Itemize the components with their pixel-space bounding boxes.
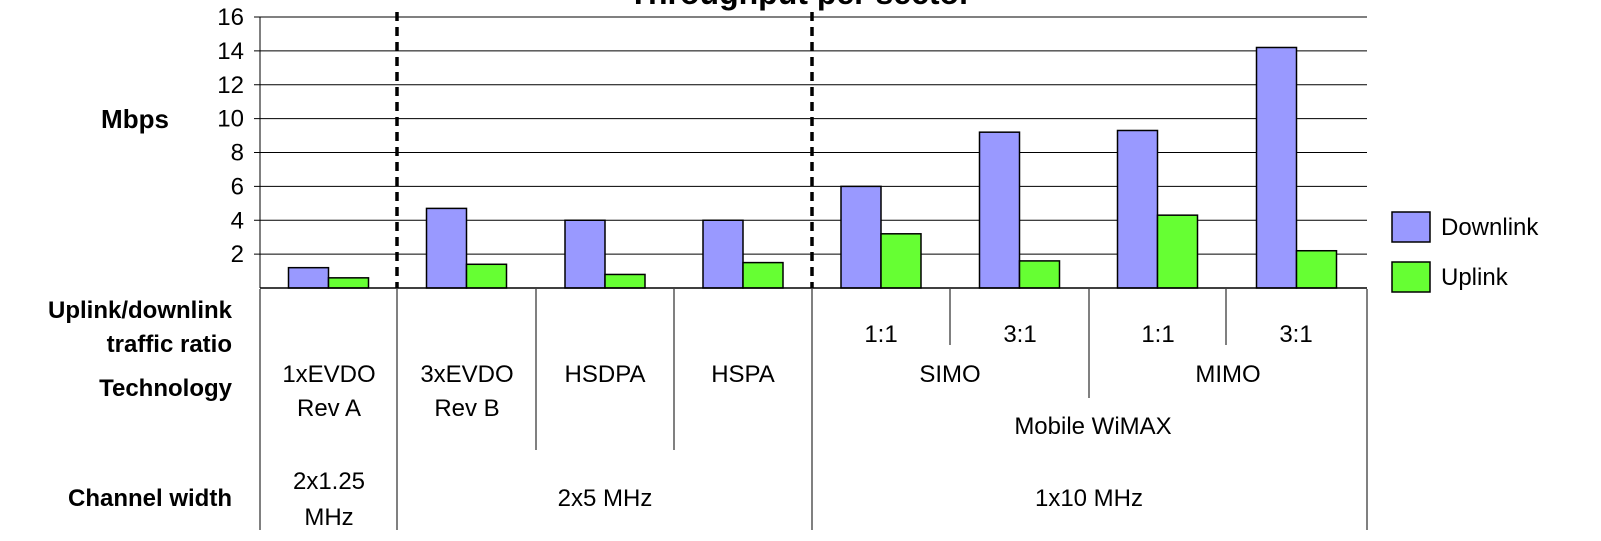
y-tick-label: 10 [217,106,244,133]
technology-cell: MIMO [1195,361,1260,388]
y-axis-label: Mbps [101,104,169,134]
ratio-cell: 3:1 [1003,321,1036,348]
y-axis: 2 4 6 8 10 12 14 16 [217,4,1367,289]
ratio-cell: 1:1 [1141,321,1174,348]
y-tick-label: 12 [217,72,244,99]
downlink-bar [287,266,330,289]
channel-width-cell: 1x10 MHz [1035,485,1143,512]
channel-width-cell: 2x1.25 [293,468,365,495]
technology-group-label: Mobile WiMAX [1014,413,1171,440]
technology-cell: HSPA [711,361,775,388]
legend-label: Downlink [1441,214,1539,241]
uplink-bar [604,273,646,289]
channel-width-cell: 2x5 MHz [558,485,653,512]
category-table: Uplink/downlink traffic ratio Technology Ch… [48,289,1368,531]
technology-cell: 1xEVDO [282,361,375,388]
technology-cell: SIMO [919,361,980,388]
uplink-bar [327,277,370,289]
y-tick-label: 2 [231,241,244,268]
downlink-bar [978,131,1021,289]
downlink-bar [425,207,468,289]
row-label-ratio: Uplink/downlink [48,297,233,324]
legend-swatch [1391,261,1431,293]
downlink-bar [840,185,882,289]
technology-cell: 3xEVDO [420,361,513,388]
ratio-cell: 3:1 [1279,321,1312,348]
downlink-bar [702,219,744,289]
y-tick-label: 14 [217,38,244,65]
channel-width-cell: MHz [304,504,353,531]
downlink-bar [1255,46,1298,289]
downlink-bar [564,219,606,289]
y-tick-label: 4 [231,207,244,234]
y-tick-label: 16 [217,4,244,31]
legend: Downlink Uplink [1391,211,1539,293]
uplink-bar [742,261,784,289]
ratio-cell: 1:1 [864,321,897,348]
bars [287,12,1338,289]
row-label-ratio: traffic ratio [107,331,232,358]
technology-cell: Rev A [297,395,361,422]
uplink-bar [465,263,508,289]
uplink-bar [1156,214,1199,289]
y-tick-label: 6 [231,173,244,200]
row-label-technology: Technology [99,375,233,402]
uplink-bar [880,233,922,289]
chart-title: Throughput per sector [628,0,971,11]
y-tick-label: 8 [231,140,244,167]
legend-label: Uplink [1441,264,1509,291]
downlink-bar [1116,129,1159,289]
row-label-channel: Channel width [68,485,232,512]
technology-cell: Rev B [434,395,499,422]
legend-swatch [1391,211,1431,243]
uplink-bar [1018,260,1061,289]
technology-cell: HSDPA [565,361,646,388]
uplink-bar [1295,249,1338,289]
